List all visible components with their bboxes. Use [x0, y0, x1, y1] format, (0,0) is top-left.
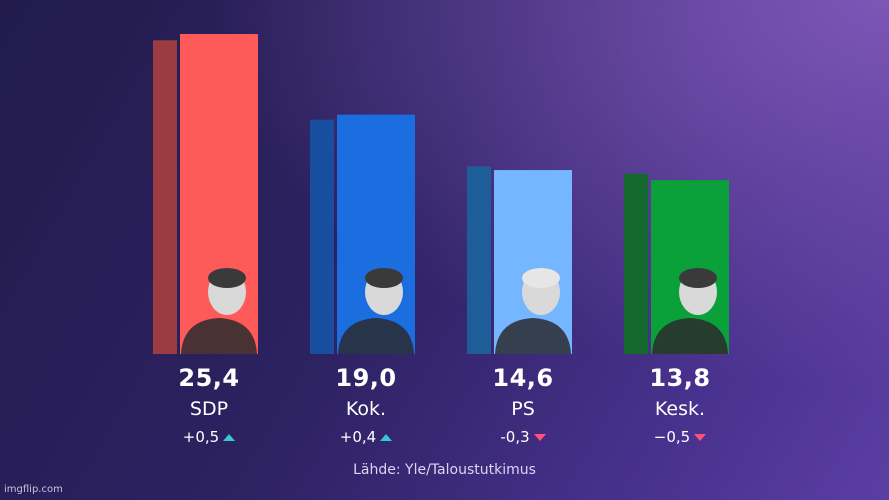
value-label: 19,0 — [335, 364, 397, 392]
previous-bar-sdp — [153, 40, 177, 354]
party-label: Kok. — [345, 398, 387, 420]
arrow-down-icon — [694, 434, 707, 441]
portrait-icon — [338, 268, 414, 354]
previous-bar-kok — [310, 119, 334, 355]
change-label: +0,5 — [149, 428, 269, 446]
arrow-up-icon — [380, 434, 393, 441]
bar-kok — [337, 114, 415, 355]
source-label: Lähde: Yle/Taloustutkimus — [353, 462, 536, 478]
previous-bar-kesk — [624, 173, 648, 354]
change-label: +0,4 — [306, 428, 426, 446]
portrait-icon — [181, 268, 257, 354]
value-label: 14,6 — [492, 364, 554, 392]
change-label: -0,3 — [463, 428, 583, 446]
arrow-down-icon — [533, 434, 546, 441]
party-label: SDP — [189, 398, 229, 420]
previous-bar-ps — [467, 166, 491, 354]
change-label: −0,5 — [620, 428, 740, 446]
party-label: Kesk. — [654, 398, 706, 420]
value-label: 25,4 — [178, 364, 240, 392]
party-label: PS — [511, 398, 535, 420]
watermark: imgflip.com — [4, 484, 63, 495]
value-label: 13,8 — [649, 364, 711, 392]
portrait-icon — [495, 268, 571, 354]
arrow-up-icon — [223, 434, 236, 441]
portrait-icon — [652, 268, 728, 354]
